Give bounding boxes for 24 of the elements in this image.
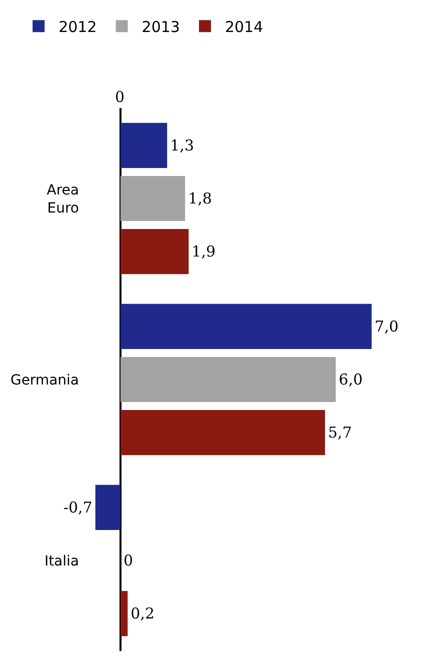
y-tick-label: Germania bbox=[10, 372, 79, 388]
data-label: 1,9 bbox=[192, 242, 216, 261]
data-label: -0,7 bbox=[63, 498, 92, 516]
data-label: 7,0 bbox=[374, 317, 399, 336]
bar bbox=[120, 122, 168, 168]
y-tick-label: Area Euro bbox=[46, 182, 79, 216]
bar bbox=[120, 356, 336, 402]
y-tick-label: Italia bbox=[44, 553, 79, 570]
data-label: 5,7 bbox=[328, 424, 352, 442]
bar bbox=[120, 410, 325, 456]
bar bbox=[120, 229, 189, 274]
legend-label: 2013 bbox=[142, 18, 180, 36]
data-label: 1,3 bbox=[170, 136, 194, 154]
data-label: 0,2 bbox=[130, 604, 154, 623]
legend-label: 2012 bbox=[58, 18, 97, 36]
data-label: 0 bbox=[123, 552, 134, 570]
data-label: 6,0 bbox=[338, 370, 363, 388]
legend-label: 2014 bbox=[224, 18, 264, 36]
bar bbox=[120, 304, 372, 349]
bar bbox=[95, 484, 120, 530]
data-label: 1,8 bbox=[188, 190, 212, 208]
bar bbox=[120, 176, 186, 222]
text: 0 bbox=[115, 88, 125, 106]
bar bbox=[120, 591, 128, 636]
